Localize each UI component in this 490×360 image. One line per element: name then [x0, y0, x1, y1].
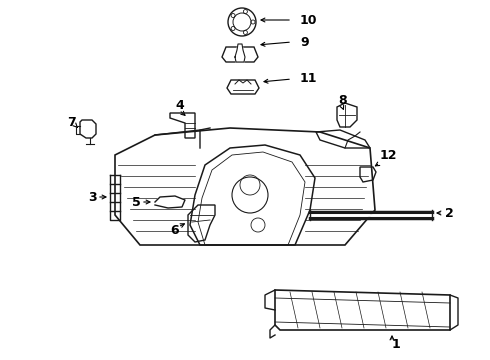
Polygon shape	[155, 196, 185, 208]
Text: 6: 6	[170, 224, 179, 237]
Text: 3: 3	[88, 190, 97, 203]
Text: 10: 10	[300, 14, 318, 27]
Text: 2: 2	[445, 207, 454, 220]
Text: 11: 11	[300, 72, 318, 85]
Text: 8: 8	[338, 94, 346, 107]
Text: 4: 4	[175, 99, 184, 112]
Text: 9: 9	[300, 36, 309, 49]
Text: 7: 7	[67, 116, 76, 129]
Text: 1: 1	[392, 338, 401, 351]
Text: 5: 5	[132, 195, 141, 208]
Text: 12: 12	[380, 149, 397, 162]
Polygon shape	[235, 44, 245, 62]
